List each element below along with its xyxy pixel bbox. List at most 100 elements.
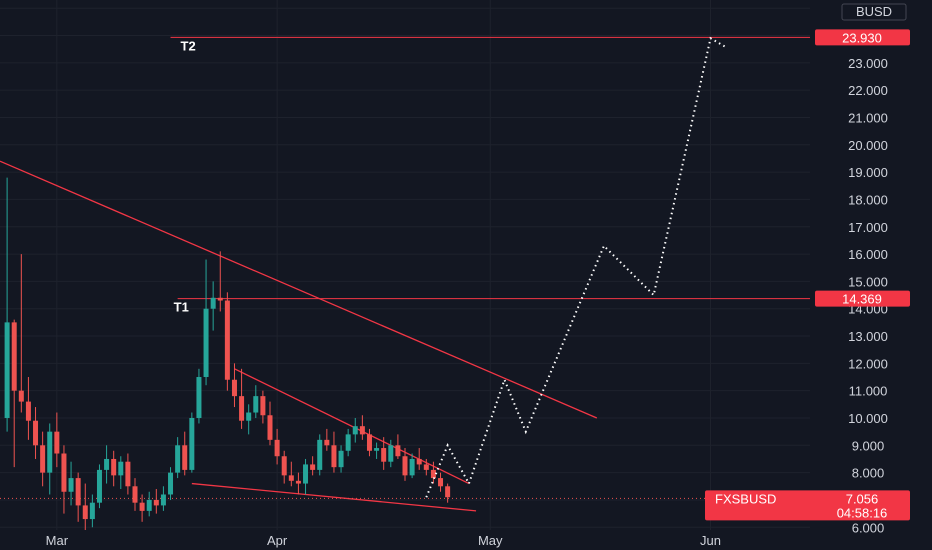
- time-tick-label: Mar: [46, 533, 69, 548]
- candle-body: [139, 502, 145, 511]
- candle-body: [331, 445, 337, 468]
- candle: [139, 494, 145, 522]
- candle: [409, 453, 415, 479]
- projection-path: [425, 36, 726, 498]
- candle: [89, 494, 95, 528]
- horizontal-levels: T2 T1: [170, 36, 810, 315]
- candle-body: [274, 439, 280, 457]
- candle-body: [82, 505, 88, 520]
- candle: [317, 434, 323, 476]
- candle: [175, 437, 181, 479]
- candle-body: [224, 300, 230, 380]
- candle: [374, 442, 380, 459]
- price-tick-label: 9.000: [852, 438, 885, 453]
- candle: [267, 401, 273, 446]
- candle-body: [125, 461, 131, 487]
- wedge-lower-line: [191, 482, 477, 512]
- candle-body: [33, 420, 39, 446]
- candle: [82, 483, 88, 530]
- candle: [366, 428, 372, 457]
- candle: [416, 448, 422, 470]
- price-tick-label: 8.000: [852, 466, 885, 481]
- candle-body: [402, 456, 408, 476]
- candle-body: [374, 448, 380, 451]
- candle: [423, 458, 429, 476]
- candle-body: [423, 464, 429, 470]
- candle: [395, 434, 401, 459]
- candle-body: [246, 412, 252, 421]
- time-axis[interactable]: Mar Apr May Jun: [46, 533, 721, 548]
- candle-body: [146, 499, 152, 511]
- candle-body: [366, 434, 372, 451]
- candle: [189, 412, 195, 473]
- t1-price-tag-text: 14.369: [842, 292, 882, 307]
- candle-body: [61, 453, 67, 492]
- candle-body: [260, 396, 266, 416]
- candle-body: [253, 396, 259, 413]
- candle: [402, 448, 408, 481]
- candle-body: [239, 396, 245, 421]
- candle-body: [210, 297, 216, 309]
- price-tick-label: 11.000: [849, 384, 888, 399]
- candle-body: [345, 434, 351, 451]
- candle-body: [189, 417, 195, 470]
- candle: [260, 390, 266, 424]
- candle-body: [40, 445, 46, 473]
- candle-body: [4, 322, 10, 418]
- t2-price-tag: [815, 29, 910, 46]
- candle-body: [338, 450, 344, 468]
- candle-body: [25, 401, 31, 421]
- candle-body: [267, 415, 273, 440]
- candle: [224, 292, 230, 391]
- candle-body: [118, 461, 124, 476]
- candle: [168, 467, 174, 500]
- candle-countdown: 04:58:16: [837, 505, 888, 520]
- candle: [68, 461, 74, 506]
- candle-body: [160, 494, 166, 506]
- price-tick-label: 13.000: [848, 329, 888, 344]
- candle: [96, 464, 102, 509]
- price-tick-label: 23.000: [848, 56, 888, 71]
- candle-body: [324, 439, 330, 446]
- candle-body: [395, 445, 401, 457]
- wedge-upper-line: [234, 368, 470, 485]
- candle: [231, 363, 237, 408]
- candle-body: [75, 478, 81, 506]
- candle: [288, 461, 294, 487]
- candle-body: [288, 475, 294, 481]
- t2-price-tag-text: 23.930: [842, 30, 882, 45]
- candle: [281, 450, 287, 484]
- price-tick-label: 17.000: [848, 220, 888, 235]
- price-tick-label: 19.000: [848, 165, 888, 180]
- candle: [388, 439, 394, 468]
- candle: [331, 431, 337, 473]
- candle-body: [352, 426, 358, 435]
- candle: [246, 404, 252, 435]
- candle: [359, 415, 365, 440]
- candle-body: [168, 472, 174, 495]
- candle-body: [359, 426, 365, 435]
- candle-body: [217, 297, 223, 301]
- candle: [196, 368, 202, 424]
- candle-body: [438, 478, 444, 487]
- price-axis[interactable]: 6.0007.0008.0009.00010.00011.00012.00013…: [705, 1, 910, 535]
- candle: [18, 254, 24, 413]
- candle: [352, 417, 358, 443]
- candle: [33, 407, 39, 459]
- price-tick-label: 12.000: [848, 356, 888, 371]
- candle: [125, 453, 131, 495]
- price-tick-label: 10.000: [848, 411, 888, 426]
- current-price-value: 7.056: [846, 491, 879, 506]
- candle-body: [104, 458, 110, 470]
- candle: [153, 489, 159, 514]
- candle-body: [11, 322, 17, 391]
- candle: [381, 437, 387, 470]
- candle: [25, 377, 31, 440]
- trendlines: [0, 160, 598, 512]
- candle: [438, 472, 444, 492]
- candle-body: [132, 486, 138, 503]
- price-tick-label: 15.000: [848, 274, 888, 289]
- candle: [11, 319, 17, 468]
- candle-body: [303, 464, 309, 484]
